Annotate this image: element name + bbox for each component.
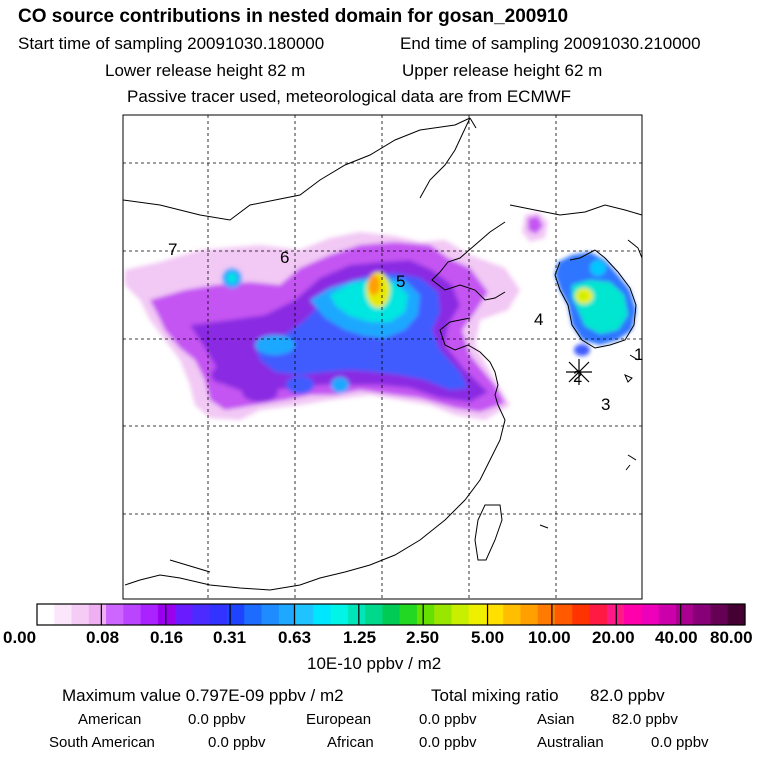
map-frame bbox=[122, 114, 643, 600]
colorbar-cell bbox=[710, 604, 729, 625]
colorbar-cell bbox=[226, 604, 245, 625]
american-value: 0.0 ppbv bbox=[188, 711, 246, 728]
colorbar-cell bbox=[106, 604, 124, 625]
colorbar-cell bbox=[382, 604, 401, 625]
colorbar-tick-5: 1.25 bbox=[343, 628, 377, 647]
plume-layer bbox=[125, 212, 636, 420]
european-value: 0.0 ppbv bbox=[419, 711, 477, 728]
african-label: African bbox=[327, 734, 374, 751]
colorbar-cell bbox=[209, 604, 228, 625]
colorbar-cell bbox=[37, 604, 55, 625]
colorbar-cell bbox=[434, 604, 453, 625]
american-label: American bbox=[78, 711, 142, 728]
colorbar-cell bbox=[123, 604, 142, 625]
colorbar-cell bbox=[727, 604, 746, 625]
colorbar-cell bbox=[399, 604, 418, 625]
colorbar-tick-9: 20.00 bbox=[592, 628, 635, 647]
colorbar-cell bbox=[71, 604, 90, 625]
plume-blob-south bbox=[286, 376, 314, 394]
australian-value: 0.0 ppbv bbox=[651, 734, 709, 751]
colorbar-tick-1: 0.08 bbox=[86, 628, 120, 647]
lower-release-height-label: Lower release height 82 m bbox=[105, 61, 306, 80]
colorbar-cell bbox=[485, 604, 504, 625]
colorbar-cell bbox=[675, 604, 694, 625]
colorbar-cell bbox=[641, 604, 660, 625]
colorbar-cell bbox=[88, 604, 107, 625]
asterisk-icon bbox=[566, 359, 592, 385]
region-label-2: 2 bbox=[573, 367, 582, 386]
region-label-7: 7 bbox=[168, 240, 177, 259]
colorbar-tick-10: 40.00 bbox=[655, 628, 698, 647]
colorbar-cell bbox=[54, 604, 73, 625]
colorbar-cell bbox=[365, 604, 383, 625]
colorbar-tick-0: 0.00 bbox=[3, 628, 37, 647]
region-label-6: 6 bbox=[280, 248, 289, 267]
australian-label: Australian bbox=[537, 734, 604, 751]
colorbar-cell bbox=[555, 604, 573, 625]
region-label-3: 3 bbox=[601, 395, 610, 414]
colorbar-cell bbox=[296, 604, 314, 625]
european-label: European bbox=[306, 711, 372, 728]
colorbar-tick-2: 0.16 bbox=[150, 628, 184, 647]
colorbar-tick-4: 0.63 bbox=[278, 628, 312, 647]
african-value: 0.0 ppbv bbox=[419, 734, 477, 751]
colorbar-cell bbox=[503, 604, 522, 625]
colorbar-cell bbox=[693, 604, 712, 625]
colorbar-cell bbox=[192, 604, 211, 625]
lat-lon-grid bbox=[123, 115, 642, 599]
colorbar-unit: 10E-10 ppbv / m2 bbox=[307, 654, 442, 673]
colorbar-tick-6: 2.50 bbox=[406, 628, 440, 647]
colorbar-cell bbox=[589, 604, 608, 625]
colorbar-cell bbox=[244, 604, 263, 625]
colorbar-cell bbox=[313, 604, 332, 625]
chart-title: CO source contributions in nested domain… bbox=[18, 6, 569, 27]
coastlines bbox=[123, 117, 642, 591]
colorbar bbox=[36, 603, 746, 626]
colorbar-cells bbox=[37, 604, 746, 625]
tracer-note: Passive tracer used, meteorological data… bbox=[127, 87, 572, 106]
start-time-label: Start time of sampling 20091030.180000 bbox=[18, 34, 325, 53]
south-american-value: 0.0 ppbv bbox=[208, 734, 266, 751]
concentration-map: 7 6 5 4 1 2 3 bbox=[122, 114, 643, 600]
colorbar-cell bbox=[157, 604, 176, 625]
colorbar-cell bbox=[347, 604, 366, 625]
colorbar-cell bbox=[658, 604, 677, 625]
region-label-4: 4 bbox=[534, 310, 543, 329]
total-mixing-ratio-value: 82.0 ppbv bbox=[590, 686, 665, 705]
region-label-1: 1 bbox=[634, 345, 643, 364]
colorbar-cell bbox=[261, 604, 280, 625]
colorbar-cell bbox=[520, 604, 539, 625]
south-american-label: South American bbox=[49, 734, 155, 751]
end-time-label: End time of sampling 20091030.210000 bbox=[400, 34, 701, 53]
asian-label: Asian bbox=[537, 711, 575, 728]
colorbar-ticks bbox=[100, 604, 682, 625]
colorbar-tick-3: 0.31 bbox=[213, 628, 247, 647]
plume-orange-core bbox=[368, 275, 380, 295]
total-mixing-ratio-label: Total mixing ratio bbox=[431, 686, 559, 705]
colorbar-cell bbox=[416, 604, 435, 625]
colorbar-cell bbox=[175, 604, 194, 625]
colorbar-cell bbox=[537, 604, 556, 625]
colorbar-cell bbox=[330, 604, 349, 625]
colorbar-cell bbox=[468, 604, 487, 625]
colorbar-tick-8: 10.00 bbox=[528, 628, 571, 647]
upper-release-height-label: Upper release height 62 m bbox=[402, 61, 603, 80]
maximum-value: Maximum value 0.797E-09 ppbv / m2 bbox=[62, 686, 344, 705]
asian-value: 82.0 ppbv bbox=[612, 711, 678, 728]
region-label-5: 5 bbox=[396, 272, 405, 291]
colorbar-cell bbox=[451, 604, 470, 625]
colorbar-frame bbox=[36, 603, 746, 626]
colorbar-cell bbox=[572, 604, 591, 625]
colorbar-tick-11: 80.00 bbox=[710, 628, 753, 647]
colorbar-cell bbox=[140, 604, 159, 625]
colorbar-cell bbox=[624, 604, 642, 625]
colorbar-tick-7: 5.00 bbox=[471, 628, 505, 647]
colorbar-cell bbox=[278, 604, 297, 625]
